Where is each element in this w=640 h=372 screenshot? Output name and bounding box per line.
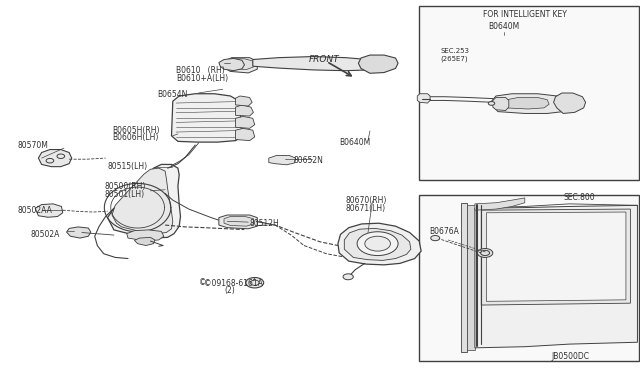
Polygon shape	[344, 228, 411, 260]
Polygon shape	[461, 203, 467, 352]
Text: ©: ©	[199, 278, 207, 287]
Circle shape	[431, 235, 440, 241]
Polygon shape	[219, 58, 244, 71]
Polygon shape	[112, 168, 173, 234]
Polygon shape	[224, 217, 253, 226]
Text: 80670(RH): 80670(RH)	[346, 196, 387, 205]
Polygon shape	[338, 223, 421, 265]
Circle shape	[488, 102, 495, 105]
Text: 80501(LH): 80501(LH)	[104, 190, 145, 199]
Text: ©09168-6161A: ©09168-6161A	[204, 279, 262, 288]
Text: B0654N: B0654N	[157, 90, 187, 99]
Text: SEC.253: SEC.253	[440, 48, 469, 54]
Polygon shape	[172, 94, 242, 142]
Polygon shape	[236, 116, 255, 128]
Polygon shape	[236, 96, 252, 106]
Text: FRONT: FRONT	[308, 55, 339, 64]
Circle shape	[365, 236, 390, 251]
Circle shape	[246, 278, 264, 288]
Polygon shape	[419, 195, 639, 361]
Polygon shape	[481, 209, 630, 305]
Text: B0610+A(LH): B0610+A(LH)	[176, 74, 228, 83]
Polygon shape	[67, 227, 91, 238]
Polygon shape	[127, 230, 164, 241]
Polygon shape	[358, 55, 398, 73]
Polygon shape	[224, 58, 257, 73]
Text: B0676A: B0676A	[429, 227, 459, 236]
Text: SEC.800: SEC.800	[563, 193, 595, 202]
Polygon shape	[554, 93, 586, 113]
Text: B0605H(RH): B0605H(RH)	[112, 126, 159, 135]
Text: B0610   (RH): B0610 (RH)	[176, 66, 225, 75]
Polygon shape	[503, 97, 549, 109]
Polygon shape	[475, 198, 525, 210]
Polygon shape	[38, 150, 72, 167]
Text: B0606H(LH): B0606H(LH)	[112, 133, 158, 142]
Text: (2): (2)	[224, 286, 235, 295]
Polygon shape	[227, 59, 253, 70]
Polygon shape	[493, 97, 509, 110]
Text: 80500(RH): 80500(RH)	[104, 182, 146, 191]
Polygon shape	[134, 237, 155, 246]
Text: FOR INTELLIGENT KEY: FOR INTELLIGENT KEY	[483, 10, 567, 19]
Polygon shape	[108, 164, 180, 238]
Text: 80652N: 80652N	[293, 156, 323, 165]
Text: 80502A: 80502A	[31, 230, 60, 239]
Text: 80502AA: 80502AA	[18, 206, 52, 215]
Polygon shape	[486, 212, 626, 301]
Text: 80671(LH): 80671(LH)	[346, 204, 386, 213]
Polygon shape	[467, 205, 475, 350]
Polygon shape	[492, 94, 571, 113]
Circle shape	[477, 248, 493, 257]
Polygon shape	[269, 155, 296, 165]
Polygon shape	[219, 215, 257, 229]
Polygon shape	[475, 205, 637, 348]
Polygon shape	[236, 105, 253, 116]
Polygon shape	[417, 94, 430, 103]
Polygon shape	[35, 204, 63, 217]
Text: B0640M: B0640M	[339, 138, 371, 147]
Polygon shape	[419, 6, 639, 180]
Text: JB0500DC: JB0500DC	[552, 352, 589, 361]
Text: B0640M: B0640M	[489, 22, 520, 31]
Text: 80512H: 80512H	[250, 219, 279, 228]
Text: 80570M: 80570M	[18, 141, 49, 150]
Text: (265E7): (265E7)	[440, 55, 468, 62]
Circle shape	[343, 274, 353, 280]
Polygon shape	[236, 128, 255, 141]
Text: 80515(LH): 80515(LH)	[108, 162, 148, 171]
Polygon shape	[253, 57, 376, 71]
Circle shape	[357, 232, 398, 256]
